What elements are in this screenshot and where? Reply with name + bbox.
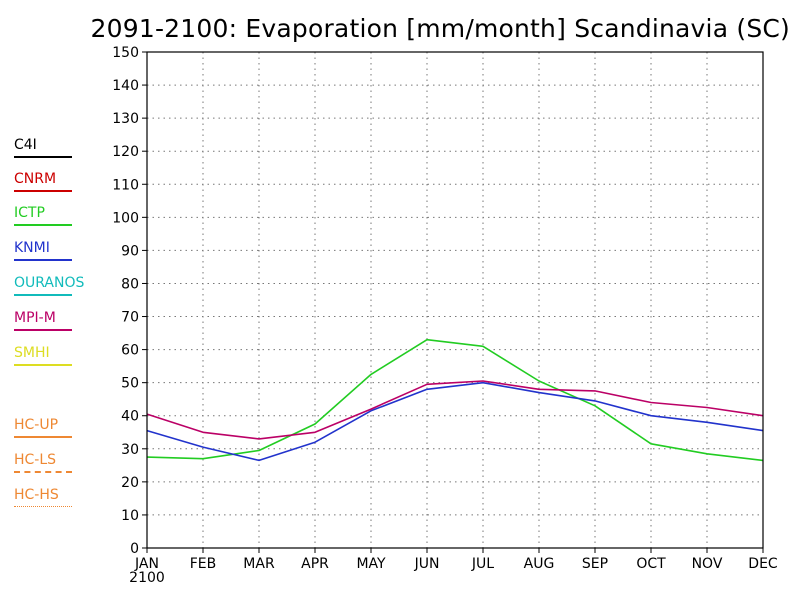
legend-item-knmi: KNMI: [14, 240, 74, 261]
y-tick-label: 80: [121, 276, 139, 292]
legend-label: HC-LS: [14, 452, 57, 468]
x-tick-label: APR: [301, 556, 329, 572]
legend-swatch: [14, 506, 72, 507]
y-tick-label: 10: [121, 508, 139, 524]
y-tick-label: 140: [112, 78, 139, 94]
legend-swatch: [14, 294, 72, 296]
x-tick-label: DEC: [748, 556, 778, 572]
legend-item-ictp: ICTP: [14, 205, 74, 226]
x-tick-label: JUL: [471, 556, 494, 572]
legend-item-hc-ls: HC-LS: [14, 452, 74, 473]
legend-label: ICTP: [14, 205, 45, 221]
y-tick-label: 40: [121, 409, 139, 425]
legend-item-ouranos: OURANOS: [14, 275, 85, 296]
legend-label: HC-UP: [14, 417, 59, 433]
y-tick-label: 120: [112, 144, 139, 160]
legend-label: KNMI: [14, 240, 50, 256]
legend-item-mpi-m: MPI-M: [14, 310, 74, 331]
legend-swatch: [14, 259, 72, 261]
x-tick-label: MAR: [243, 556, 275, 572]
series-line-mpi-m: [146, 380, 764, 440]
series-line-ictp: [146, 338, 764, 462]
legend-label: MPI-M: [14, 310, 56, 326]
legend-label: CNRM: [14, 171, 57, 187]
series-line-knmi: [146, 381, 764, 462]
y-tick-label: 50: [121, 376, 139, 392]
x-tick-label: FEB: [190, 556, 217, 572]
plot-frame: [146, 51, 764, 549]
legend-item-hc-up: HC-UP: [14, 417, 74, 438]
legend-label: SMHI: [14, 345, 50, 361]
x-sublabel: 2100: [129, 570, 165, 586]
legend-label: HC-HS: [14, 487, 59, 503]
legend-swatch: [14, 471, 72, 473]
legend-item-smhi: SMHI: [14, 345, 74, 366]
legend-swatch: [14, 156, 72, 158]
x-tick-label: SEP: [582, 556, 608, 572]
series-lines: [146, 338, 764, 462]
legend-item-hc-hs: HC-HS: [14, 487, 74, 507]
x-tick-label: NOV: [692, 556, 723, 572]
legend-label: OURANOS: [14, 275, 85, 291]
x-tick-label: OCT: [636, 556, 666, 572]
legend-swatch: [14, 224, 72, 226]
y-axis: 0 10 20 30 40 50 60 70 80 90 100 110 120 130 140 150: [112, 45, 147, 557]
legend-swatch: [14, 436, 72, 438]
grid: [147, 52, 763, 548]
y-tick-label: 60: [121, 343, 139, 359]
y-tick-label: 100: [112, 210, 139, 226]
y-tick-label: 90: [121, 243, 139, 259]
legend-label: C4I: [14, 137, 37, 153]
y-tick-label: 130: [112, 111, 139, 127]
x-axis: JAN FEB MAR APR MAY JUN JUL AUG SEP OCT NOV DEC 2100: [129, 548, 778, 586]
legend-swatch: [14, 329, 72, 331]
y-tick-label: 30: [121, 442, 139, 458]
y-tick-label: 110: [112, 177, 139, 193]
x-tick-label: MAY: [356, 556, 386, 572]
y-tick-label: 20: [121, 475, 139, 491]
x-tick-label: JAN: [134, 556, 159, 572]
chart-title: 2091-2100: Evaporation [mm/month] Scandi…: [90, 14, 790, 43]
x-tick-label: AUG: [524, 556, 555, 572]
y-tick-label: 0: [130, 541, 139, 557]
legend-swatch: [14, 364, 72, 366]
legend-item-cnrm: CNRM: [14, 171, 74, 192]
legend-swatch: [14, 190, 72, 192]
legend-item-c4i: C4I: [14, 137, 74, 158]
y-tick-label: 70: [121, 310, 139, 326]
y-tick-label: 150: [112, 45, 139, 61]
x-tick-label: JUN: [414, 556, 440, 572]
